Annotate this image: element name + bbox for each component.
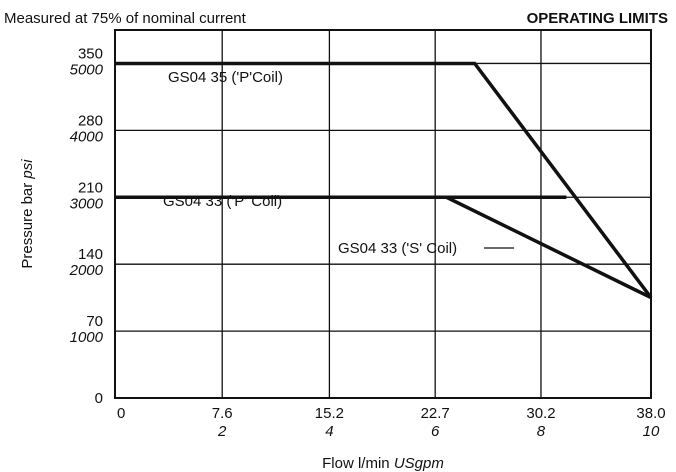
y-tick-label-secondary: 1000 [70,329,104,346]
y-tick-label-secondary: 2000 [69,262,104,279]
y-tick-label: 210 [78,179,103,196]
series-label-gs04-33-p-coil: GS04 33 ('P' Coil) [163,193,282,210]
x-tick-label-secondary: 10 [643,423,660,440]
x-tick-label: 15.2 [315,405,344,422]
series-label-gs04-33-s-coil: GS04 33 ('S' Coil) [338,240,457,257]
x-tick-label-secondary: 2 [217,423,227,440]
x-tick-label: 22.7 [421,405,450,422]
x-tick-label: 38.0 [636,405,665,422]
y-tick-label: 0 [95,390,103,407]
x-tick-label-secondary: 6 [431,423,440,440]
y-tick-label: 350 [78,45,103,62]
series-line-2 [115,195,652,300]
y-tick-label: 70 [86,313,103,330]
y-tick-label: 140 [78,246,103,263]
chart-title: OPERATING LIMITS [527,10,668,27]
x-tick-label: 0 [117,405,125,422]
y-tick-label: 280 [78,112,103,129]
series-label-gs04-35-p-coil: GS04 35 ('P'Coil) [168,69,283,86]
plot-frame [114,29,652,399]
data-series [115,61,653,300]
x-tick-label-secondary: 8 [537,423,546,440]
y-tick-label-secondary: 3000 [70,195,104,212]
series-line-0 [115,61,653,299]
y-axis-label: Pressure bar psi [19,159,36,269]
x-tick-label-secondary: 4 [325,423,333,440]
y-tick-label-secondary: 5000 [70,61,104,78]
x-tick-label: 30.2 [526,405,555,422]
x-axis-label: Flow l/min USgpm [322,455,444,472]
x-tick-label: 7.6 [212,405,233,422]
chart-note: Measured at 75% of nominal current [4,10,247,27]
y-tick-label-secondary: 4000 [70,128,104,145]
